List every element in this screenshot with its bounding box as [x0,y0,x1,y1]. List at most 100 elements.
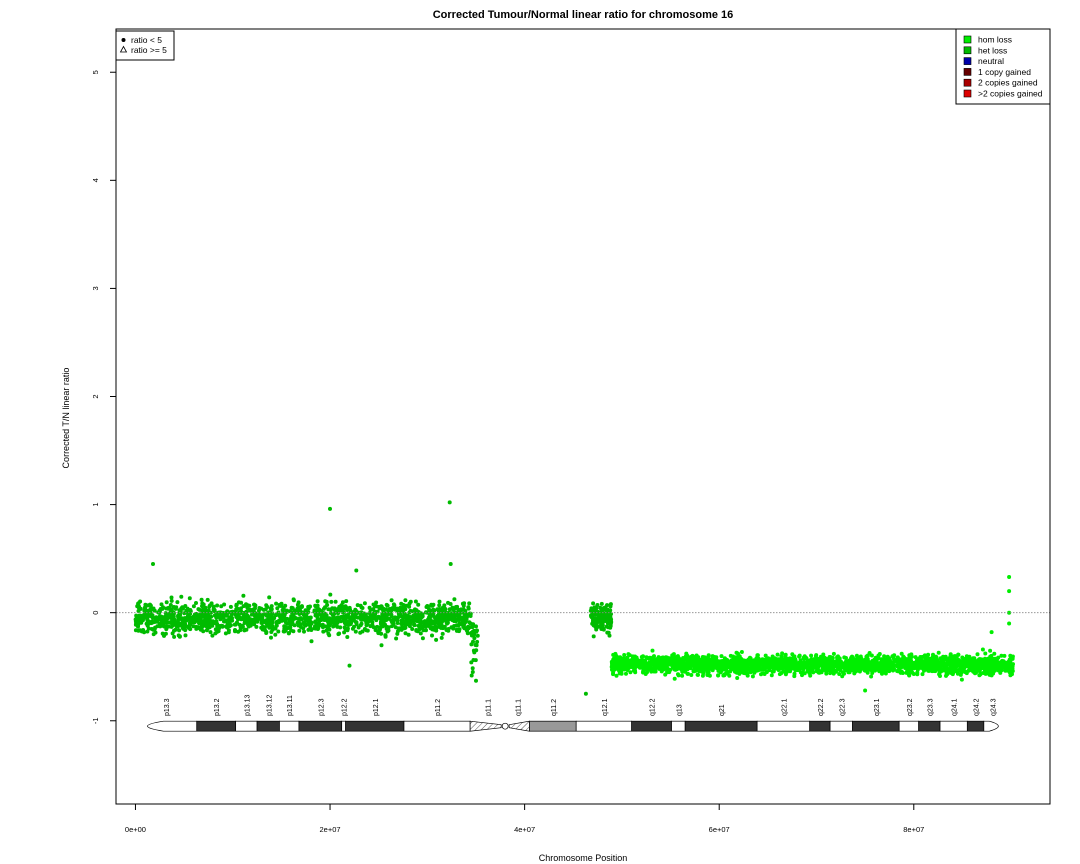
data-point [234,602,239,607]
data-point [1003,665,1008,669]
data-point [383,634,388,639]
data-point [898,670,903,675]
data-point [846,667,851,672]
data-point [764,670,769,674]
ideogram-band [852,720,900,732]
x-tick-label: 0e+00 [125,825,146,834]
data-point [214,621,219,626]
data-point [355,615,360,620]
x-axis-label: Chromosome Position [539,853,628,863]
data-point [364,620,369,625]
ideogram-band-label: q11.2 [551,699,558,716]
data-point [336,607,341,612]
data-point [598,623,603,628]
data-point [967,654,972,659]
data-point [685,653,690,658]
data-point [766,663,771,668]
data-point [645,667,650,672]
legend-label: neutral [978,56,1004,66]
data-point [267,618,272,623]
data-point [622,653,627,657]
data-point [260,624,265,629]
data-point [302,629,306,634]
data-point [598,605,603,610]
data-point [605,630,610,635]
data-point [337,631,342,636]
data-point [245,606,250,610]
data-point [411,616,416,620]
data-point [627,653,632,658]
data-point [445,613,450,618]
data-point [975,652,980,657]
data-point [151,562,155,566]
data-point [802,654,807,659]
data-point [700,664,705,669]
data-point [403,622,408,627]
data-point [390,624,394,629]
data-point [717,667,722,672]
ideogram-band [829,720,853,732]
data-point [869,674,874,679]
data-point [971,666,976,671]
data-point [152,620,157,624]
data-point [234,615,239,619]
data-point [166,620,171,625]
data-point [243,620,247,625]
data-point [447,607,452,612]
data-point [615,659,620,664]
data-point [187,596,192,601]
data-point [389,598,394,603]
ideogram-band-label: q22.3 [839,698,846,716]
data-point [746,666,751,671]
data-point [780,651,785,656]
data-point [328,506,332,511]
data-point [767,668,772,673]
data-point [269,635,273,640]
data-point [610,660,615,665]
data-point [297,628,302,633]
data-point [228,604,233,609]
data-point [172,621,177,626]
data-point [651,660,656,665]
data-point [983,656,987,661]
data-point [178,623,183,628]
data-point [881,667,886,672]
data-point [400,614,405,619]
data-point [999,653,1004,658]
data-point [461,624,466,629]
data-point [437,603,442,608]
data-point [907,673,912,678]
data-point [291,597,296,602]
ideogram-band [529,720,577,732]
ideogram-band [508,720,530,732]
data-point [670,653,675,658]
data-point [406,632,411,637]
ideogram-band [983,720,999,732]
data-point [340,600,345,605]
data-point [171,605,176,609]
data-point [474,678,478,683]
data-point [960,665,965,670]
data-point [394,636,399,641]
data-point [806,661,811,666]
data-point [474,648,479,653]
data-point [239,600,244,605]
data-point [992,651,997,656]
data-point [236,629,241,634]
ideogram-band [256,720,280,732]
data-point [1010,669,1015,673]
data-point [279,603,284,608]
data-point [858,666,863,670]
data-point [660,663,665,668]
data-point [149,612,154,617]
data-point [451,607,456,612]
data-point [601,627,606,632]
data-point [177,628,182,633]
data-point [337,615,342,620]
data-point [702,657,707,662]
data-point [954,662,959,666]
data-point [207,604,212,609]
data-point [773,656,778,661]
data-point [656,663,661,668]
data-point [862,661,867,666]
